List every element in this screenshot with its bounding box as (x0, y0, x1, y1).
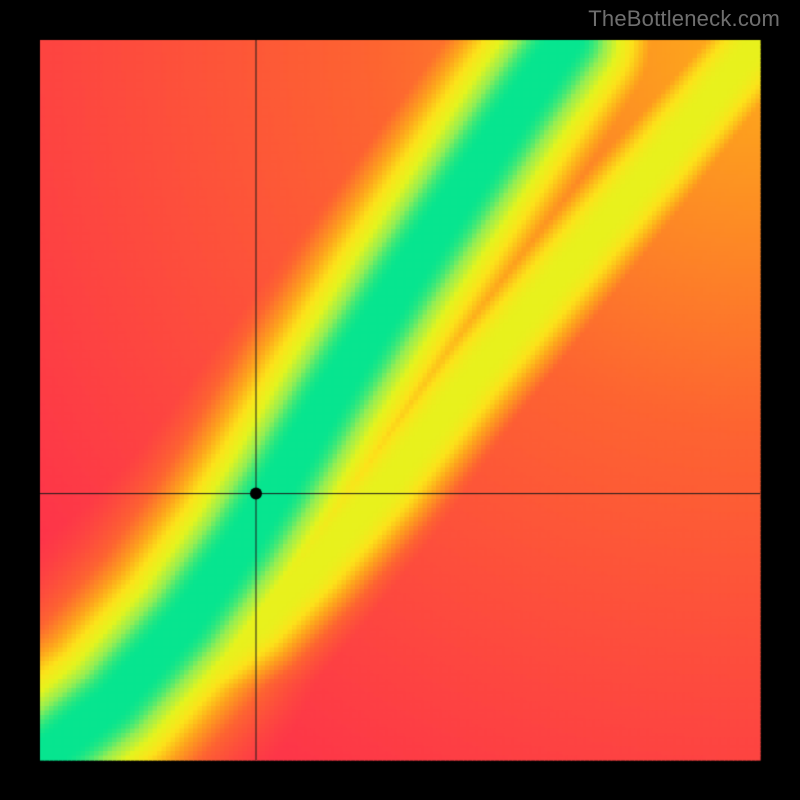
figure-container: TheBottleneck.com (0, 0, 800, 800)
watermark-text: TheBottleneck.com (588, 6, 780, 32)
heatmap-canvas (0, 0, 800, 800)
